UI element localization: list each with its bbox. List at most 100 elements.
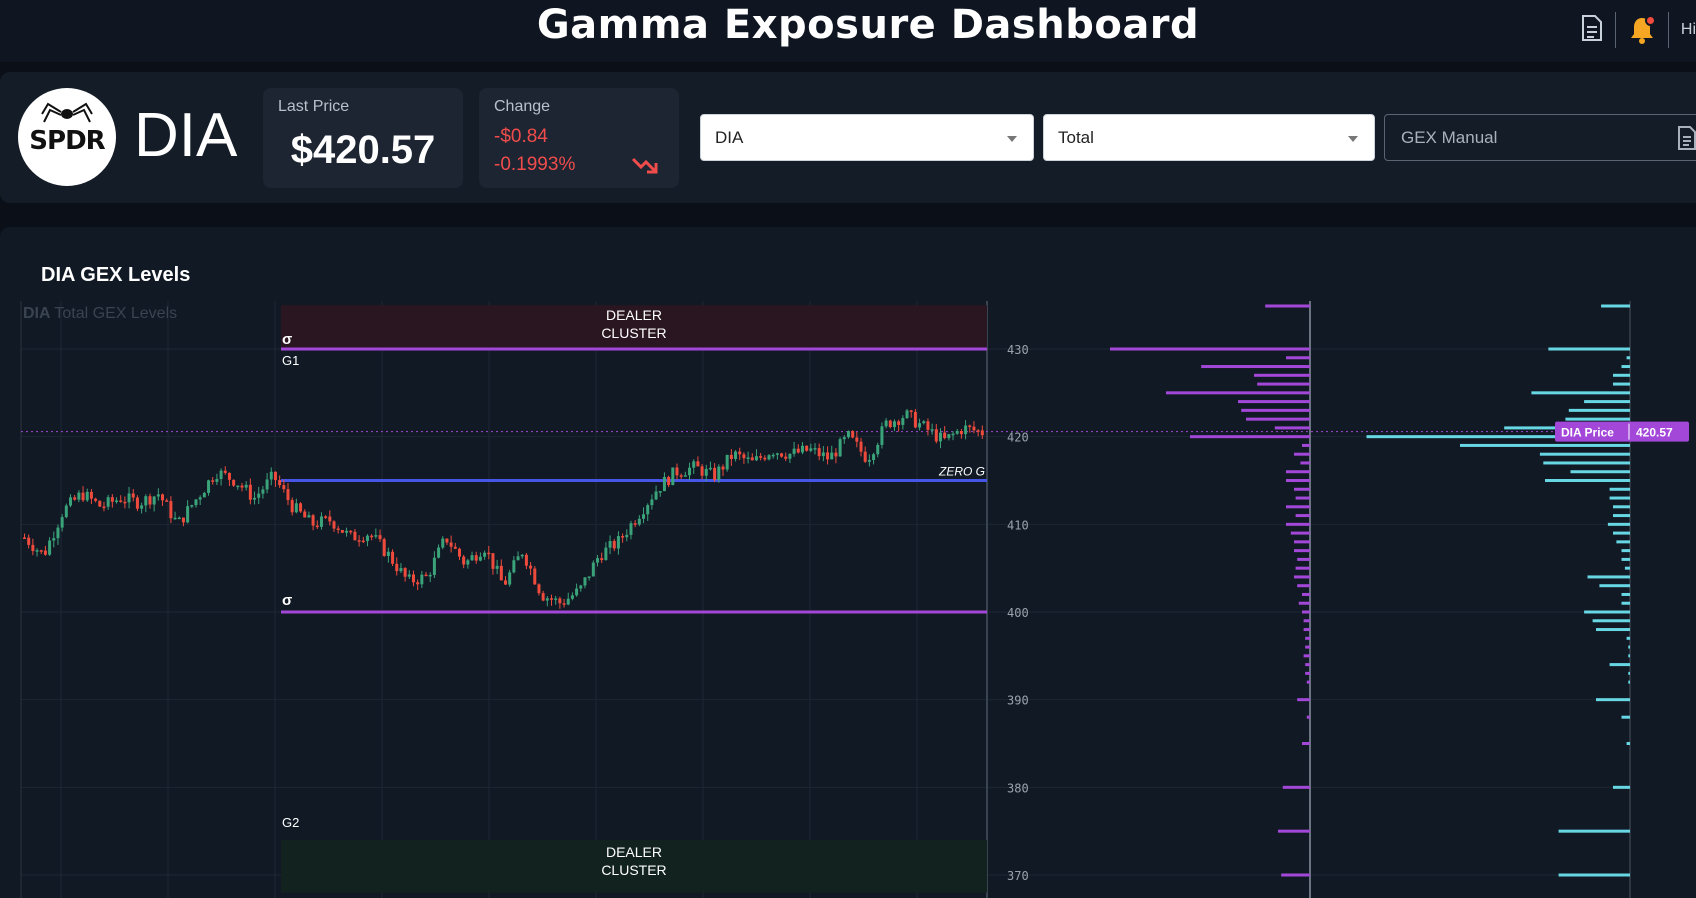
- dealer-cluster-label: CLUSTER: [601, 862, 666, 878]
- candle-body: [315, 525, 319, 528]
- candle-body: [855, 437, 859, 442]
- last-price-card: Last Price $420.57: [263, 88, 463, 188]
- candle-body: [754, 456, 758, 461]
- oi-bar: [1584, 400, 1630, 404]
- candle-body: [269, 471, 273, 480]
- oi-bar: [1596, 628, 1630, 632]
- candle-body: [169, 501, 173, 519]
- gex-bar: [1294, 452, 1310, 456]
- change-label: Change: [494, 98, 551, 115]
- candle-body: [968, 425, 972, 428]
- candle-body: [165, 500, 169, 502]
- candle-body: [336, 528, 340, 531]
- oi-bar: [1624, 566, 1630, 570]
- candle-body: [115, 500, 119, 502]
- candle-body: [357, 540, 361, 542]
- candle-body: [566, 598, 570, 605]
- candle-body: [253, 497, 257, 500]
- candle-body: [771, 454, 775, 457]
- candle-body: [579, 585, 583, 589]
- candle-body: [775, 453, 779, 455]
- oi-bar: [1609, 496, 1630, 500]
- gex-chart[interactable]: DIA Total GEX Levels DEALER CLUSTER DEALER C…: [0, 227, 1696, 898]
- candle-body: [658, 491, 662, 493]
- candle-body: [219, 470, 223, 480]
- gex-bar: [1110, 347, 1310, 351]
- candle-body: [938, 432, 942, 442]
- gex-bar: [1297, 584, 1310, 588]
- current-price-tag-value: 420.57: [1636, 426, 1673, 440]
- candle-body: [483, 552, 487, 557]
- candle-body: [470, 555, 474, 561]
- candle-body: [717, 466, 721, 481]
- oi-bar: [1531, 391, 1630, 395]
- candle-body: [257, 493, 261, 498]
- candle-body: [784, 456, 788, 459]
- y-tick-label: 390: [1007, 694, 1029, 708]
- gex-bar: [1274, 426, 1310, 430]
- chart-watermark: DIA Total GEX Levels: [23, 305, 177, 322]
- dealer-cluster-label: DEALER: [606, 307, 662, 323]
- oi-bar: [1626, 742, 1630, 745]
- candle-body: [637, 518, 641, 525]
- candle-body: [123, 501, 127, 504]
- document-icon[interactable]: [1581, 14, 1603, 47]
- gex-bar: [1286, 505, 1310, 509]
- candle-body: [524, 554, 528, 566]
- candle-body: [516, 556, 520, 561]
- candle-body: [328, 516, 332, 522]
- candle-body: [821, 452, 825, 457]
- gex-manual-button[interactable]: GEX Manual: [1384, 114, 1696, 161]
- candle-body: [721, 466, 725, 470]
- y-tick-label: 370: [1007, 869, 1029, 883]
- gex-bar: [1286, 470, 1310, 474]
- candle-body: [135, 497, 139, 509]
- candle-body: [675, 467, 679, 476]
- candle-body: [729, 454, 733, 460]
- gex-bar: [1303, 654, 1310, 658]
- oi-bar: [1616, 540, 1630, 544]
- dealer-cluster-label: CLUSTER: [601, 325, 666, 341]
- candle-body: [31, 544, 35, 552]
- candle-body: [692, 461, 696, 468]
- candle-body: [633, 523, 637, 525]
- gex-bar: [1295, 514, 1310, 518]
- candle-body: [558, 598, 562, 604]
- candle-body: [759, 456, 763, 458]
- candle-body: [378, 535, 382, 540]
- candle-body: [976, 430, 980, 432]
- oi-bar: [1545, 479, 1630, 482]
- candle-body: [671, 467, 675, 486]
- candle-body: [248, 484, 252, 500]
- candle-body: [110, 497, 114, 502]
- gex-bar: [1294, 487, 1310, 491]
- candle-body: [600, 558, 604, 561]
- candle-body: [215, 479, 219, 482]
- ticker-select[interactable]: DIA: [700, 114, 1034, 161]
- oi-bar: [1570, 470, 1630, 474]
- candle-body: [223, 470, 227, 473]
- candle-body: [395, 563, 399, 572]
- candle-body: [186, 506, 190, 523]
- bell-icon[interactable]: [1628, 15, 1656, 45]
- candle-body: [374, 535, 378, 537]
- candle-body: [399, 568, 403, 572]
- user-greeting[interactable]: Hi: [1680, 21, 1696, 38]
- gex-bar: [1306, 715, 1310, 719]
- candle-body: [520, 554, 524, 557]
- candle-body: [491, 553, 495, 569]
- candle-body: [453, 546, 457, 549]
- gex-bar: [1238, 400, 1310, 404]
- candle-body: [918, 423, 922, 428]
- oi-bar: [1621, 557, 1630, 561]
- sigma-label: σ: [282, 592, 292, 609]
- candle-body: [140, 505, 144, 509]
- ticker-logo: SPDR: [18, 88, 116, 186]
- candle-body: [462, 556, 466, 565]
- oi-bar: [1621, 592, 1630, 596]
- candle-body: [48, 540, 52, 555]
- candle-body: [897, 421, 901, 425]
- candle-body: [282, 485, 286, 490]
- oi-bar: [1596, 698, 1630, 702]
- gex-type-select[interactable]: Total: [1043, 114, 1375, 161]
